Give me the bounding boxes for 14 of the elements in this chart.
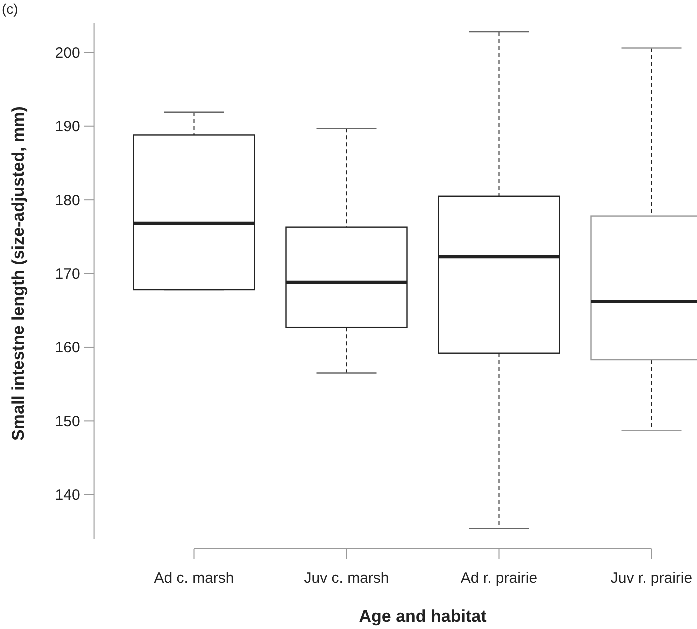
y-tick-label: 180 bbox=[55, 192, 80, 210]
y-tick-label: 150 bbox=[55, 413, 80, 430]
y-tick-label: 170 bbox=[55, 266, 80, 284]
x-axis-title: Age and habitat bbox=[359, 607, 488, 626]
y-tick-label: 140 bbox=[55, 487, 80, 504]
y-axis-title: Small intestne length (size-adjusted, mm) bbox=[9, 106, 28, 441]
x-tick-label: Ad c. marsh bbox=[154, 570, 234, 587]
y-tick-label: 190 bbox=[55, 118, 80, 136]
y-tick-label: 200 bbox=[55, 44, 80, 62]
text: (c) bbox=[2, 1, 18, 17]
x-tick-label: Ad r. prairie bbox=[460, 570, 538, 587]
x-tick-label: Juv c. marsh bbox=[304, 570, 390, 587]
y-tick-label: 160 bbox=[55, 340, 80, 357]
x-tick-label: Juv r. prairie bbox=[610, 570, 693, 587]
